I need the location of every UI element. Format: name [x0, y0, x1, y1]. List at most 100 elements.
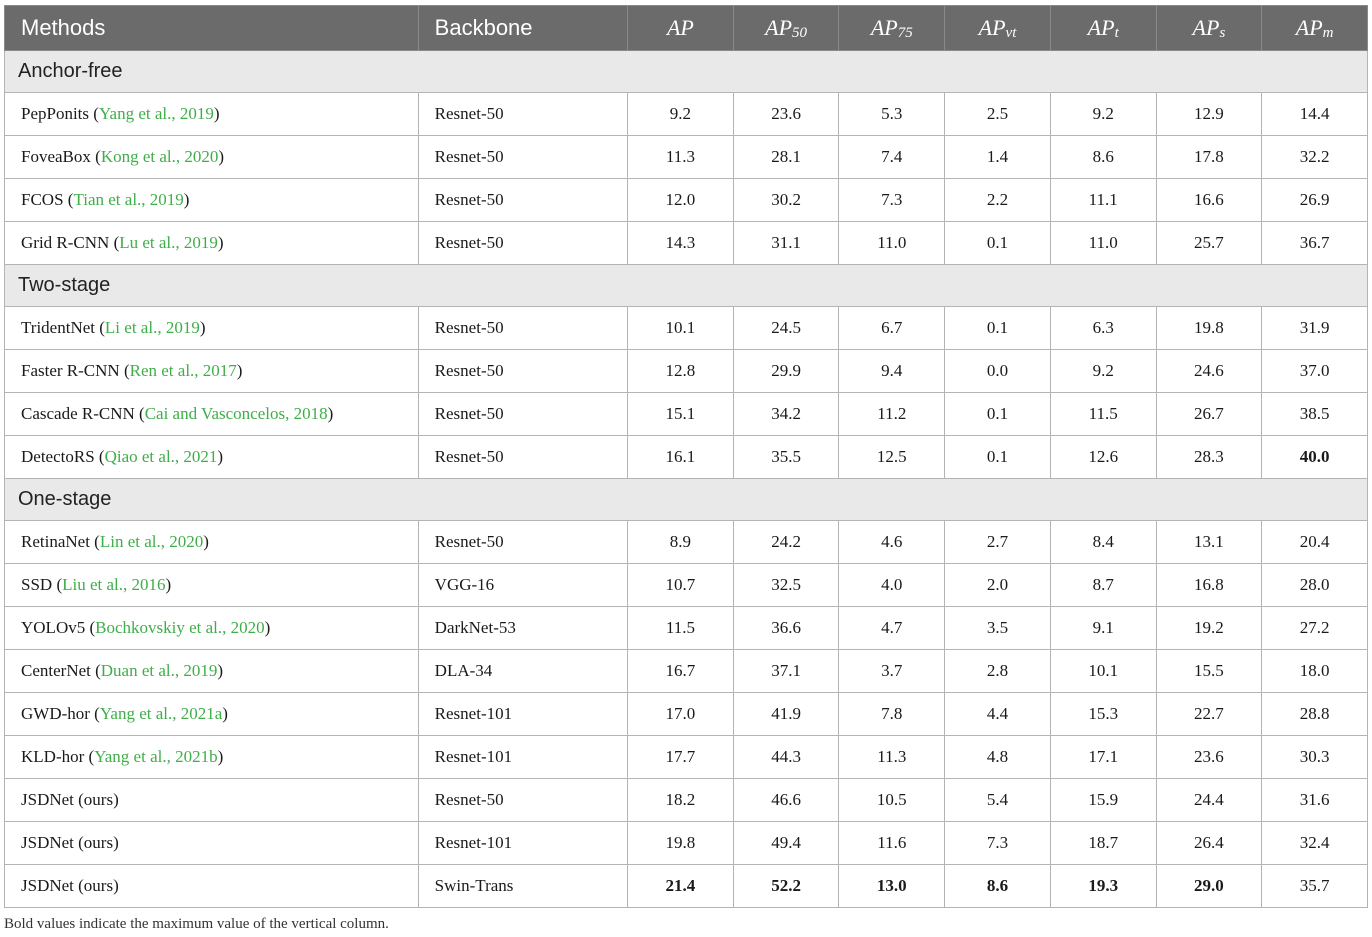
backbone-cell: Resnet-101 [417, 735, 629, 779]
metric-value: 9.2 [627, 92, 734, 136]
backbone-cell: Resnet-50 [417, 392, 629, 436]
table-row: TridentNet (Li et al., 2019) Resnet-50 10.… [4, 306, 1368, 350]
metric-value: 19.8 [1155, 306, 1263, 350]
metric-value: 24.5 [732, 306, 840, 350]
metric-base: AP [666, 15, 694, 40]
citation-link[interactable]: Tian et al., 2019 [73, 190, 184, 209]
metric-value: 31.9 [1261, 306, 1368, 350]
method-cell: KLD-hor (Yang et al., 2021b) [4, 735, 419, 779]
metric-value: 9.1 [1049, 606, 1157, 650]
table-row: Faster R-CNN (Ren et al., 2017) Resnet-50… [4, 349, 1368, 393]
method-cell: RetinaNet (Lin et al., 2020) [4, 520, 419, 564]
metric-value: 4.4 [944, 692, 1051, 736]
header-metric: AP [627, 5, 734, 51]
citation-link[interactable]: Liu et al., 2016 [62, 575, 166, 594]
backbone-cell: Resnet-50 [417, 135, 629, 179]
metric-value: 11.2 [838, 392, 946, 436]
backbone-cell: Resnet-50 [417, 520, 629, 564]
citation-link[interactable]: Kong et al., 2020 [100, 147, 219, 166]
method-name: RetinaNet [21, 532, 90, 551]
method-cell: DetectoRS (Qiao et al., 2021) [4, 435, 419, 479]
metric-subscript: m [1322, 25, 1334, 41]
metric-subscript: 75 [897, 25, 913, 41]
metric-value: 16.7 [627, 649, 734, 693]
metric-value: 34.2 [732, 392, 840, 436]
method-name: Cascade R-CNN [21, 404, 135, 423]
metric-value: 11.0 [838, 221, 946, 265]
citation-link[interactable]: Li et al., 2019 [104, 318, 200, 337]
citation-link[interactable]: Lu et al., 2019 [119, 233, 218, 252]
method-cell: FCOS (Tian et al., 2019) [4, 178, 419, 222]
metric-value: 19.2 [1155, 606, 1263, 650]
metric-value: 8.9 [627, 520, 734, 564]
method-cell: YOLOv5 (Bochkovskiy et al., 2020) [4, 606, 419, 650]
metric-value: 2.7 [944, 520, 1051, 564]
method-name: GWD-hor [21, 704, 90, 723]
metric-value: 27.2 [1261, 606, 1368, 650]
metric-value: 7.8 [838, 692, 946, 736]
method-cell: GWD-hor (Yang et al., 2021a) [4, 692, 419, 736]
header-metric: APm [1261, 5, 1368, 51]
citation-link[interactable]: Cai and Vasconcelos, 2018 [144, 404, 328, 423]
method-cell: Cascade R-CNN (Cai and Vasconcelos, 2018… [4, 392, 419, 436]
method-cell: JSDNet (ours) [4, 778, 419, 822]
header-metric: AP75 [838, 5, 946, 51]
metric-value: 6.3 [1049, 306, 1157, 350]
metric-value: 14.3 [627, 221, 734, 265]
metric-value: 46.6 [732, 778, 840, 822]
citation-link[interactable]: Yang et al., 2021a [99, 704, 223, 723]
metric-value: 3.7 [838, 649, 946, 693]
metric-value: 22.7 [1155, 692, 1263, 736]
metric-value: 15.3 [1049, 692, 1157, 736]
metric-value: 40.0 [1261, 435, 1368, 479]
metric-value: 23.6 [1155, 735, 1263, 779]
header-methods: Methods [4, 5, 419, 51]
metric-value: 13.1 [1155, 520, 1263, 564]
citation-link[interactable]: Ren et al., 2017 [129, 361, 237, 380]
metric-value: 29.9 [732, 349, 840, 393]
metric-value: 11.1 [1049, 178, 1157, 222]
metric-value: 8.4 [1049, 520, 1157, 564]
backbone-cell: Resnet-50 [417, 435, 629, 479]
header-metric: APvt [944, 5, 1051, 51]
method-name: DetectoRS [21, 447, 95, 466]
metric-value: 16.8 [1155, 563, 1263, 607]
metric-value: 37.1 [732, 649, 840, 693]
metric-value: 21.4 [627, 864, 734, 908]
citation-link[interactable]: Qiao et al., 2021 [104, 447, 218, 466]
metric-value: 17.8 [1155, 135, 1263, 179]
metric-value: 1.4 [944, 135, 1051, 179]
method-name: PepPonits [21, 104, 90, 123]
metric-base: AP [765, 15, 793, 40]
metric-value: 11.5 [627, 606, 734, 650]
table-row: JSDNet (ours) Swin-Trans 21.4 52.2 13.0 8.6 19… [4, 864, 1368, 908]
metric-value: 0.0 [944, 349, 1051, 393]
metric-value: 35.7 [1261, 864, 1368, 908]
citation-link[interactable]: Yang et al., 2019 [98, 104, 214, 123]
table-row: SSD (Liu et al., 2016) VGG-16 10.7 32.5 4.0 2… [4, 563, 1368, 607]
metric-value: 52.2 [732, 864, 840, 908]
metric-value: 32.4 [1261, 821, 1368, 865]
header-metric: APt [1049, 5, 1157, 51]
table-row: JSDNet (ours) Resnet-50 18.2 46.6 10.5 5.4 15.… [4, 778, 1368, 822]
citation-link[interactable]: Duan et al., 2019 [100, 661, 218, 680]
method-cell: TridentNet (Li et al., 2019) [4, 306, 419, 350]
metric-value: 4.8 [944, 735, 1051, 779]
metric-value: 25.7 [1155, 221, 1263, 265]
metric-value: 23.6 [732, 92, 840, 136]
metric-value: 2.8 [944, 649, 1051, 693]
citation-link[interactable]: Yang et al., 2021b [94, 747, 218, 766]
metric-value: 0.1 [944, 306, 1051, 350]
metric-value: 32.2 [1261, 135, 1368, 179]
backbone-cell: DarkNet-53 [417, 606, 629, 650]
citation-link[interactable]: Bochkovskiy et al., 2020 [95, 618, 265, 637]
metric-value: 2.0 [944, 563, 1051, 607]
method-cell: JSDNet (ours) [4, 864, 419, 908]
metric-value: 4.0 [838, 563, 946, 607]
results-table: Methods Backbone AP AP50 AP75 APvt APt APs APm… [4, 5, 1368, 908]
metric-value: 28.3 [1155, 435, 1263, 479]
metric-value: 17.7 [627, 735, 734, 779]
metric-value: 5.4 [944, 778, 1051, 822]
citation-link[interactable]: Lin et al., 2020 [99, 532, 204, 551]
metric-value: 7.3 [838, 178, 946, 222]
